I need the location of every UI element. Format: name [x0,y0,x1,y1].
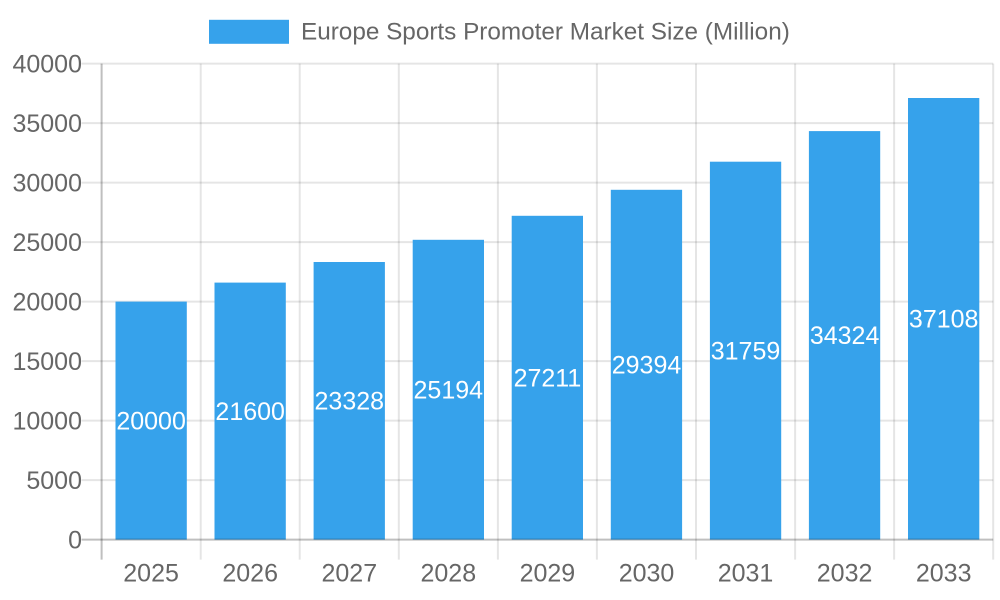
svg-text:2025: 2025 [123,560,179,588]
svg-text:40000: 40000 [12,50,82,78]
svg-text:23328: 23328 [315,388,385,416]
svg-text:2028: 2028 [420,560,476,588]
svg-text:31759: 31759 [711,337,781,365]
svg-text:2033: 2033 [916,560,972,588]
svg-text:2031: 2031 [718,560,774,588]
svg-text:2032: 2032 [817,560,873,588]
svg-text:0: 0 [68,526,82,554]
svg-text:21600: 21600 [215,398,285,426]
svg-text:5000: 5000 [26,467,82,495]
svg-text:35000: 35000 [12,110,82,138]
svg-text:Europe Sports Promoter Market: Europe Sports Promoter Market Size (Mill… [301,19,790,46]
svg-text:2026: 2026 [222,560,278,588]
svg-text:25000: 25000 [12,229,82,257]
svg-text:27211: 27211 [514,364,582,392]
svg-text:30000: 30000 [12,169,82,197]
svg-text:2029: 2029 [520,560,576,588]
svg-text:2027: 2027 [321,560,377,588]
svg-text:20000: 20000 [12,288,82,316]
svg-text:10000: 10000 [12,407,82,435]
svg-text:37108: 37108 [909,306,979,334]
svg-text:34324: 34324 [810,322,880,350]
svg-text:25194: 25194 [414,376,484,404]
svg-text:2030: 2030 [619,560,675,588]
svg-text:29394: 29394 [612,351,682,379]
svg-text:15000: 15000 [12,348,82,376]
svg-text:20000: 20000 [116,407,186,435]
